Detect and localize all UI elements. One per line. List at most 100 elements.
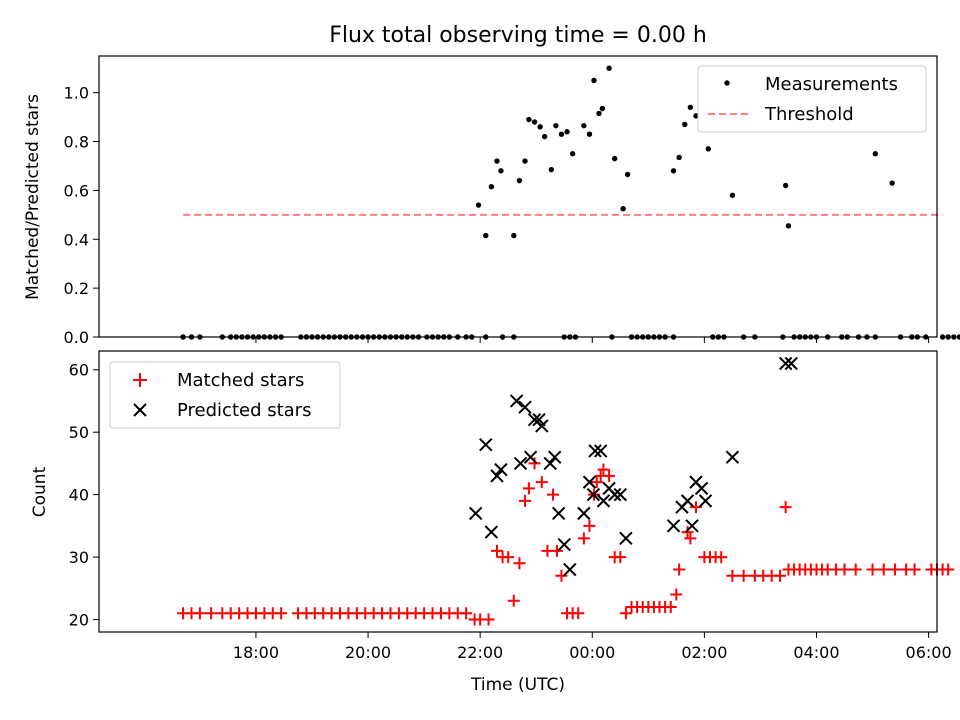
matched-star-point bbox=[877, 563, 890, 576]
matched-star-point bbox=[664, 601, 677, 614]
x-tick-label: 00:00 bbox=[569, 643, 615, 662]
predicted-star-point bbox=[479, 437, 493, 452]
top-y-tick-label: 0.0 bbox=[64, 328, 89, 347]
predicted-star-point bbox=[535, 419, 549, 433]
matched-star-point bbox=[619, 607, 632, 620]
measurement-point bbox=[516, 177, 523, 184]
measurement-point bbox=[729, 192, 736, 198]
matched-star-point bbox=[572, 607, 585, 620]
measurement-point bbox=[531, 119, 538, 125]
matched-star-point bbox=[888, 563, 901, 576]
measurement-point bbox=[687, 104, 694, 111]
legend-matched-label: Matched stars bbox=[177, 370, 304, 391]
matched-star-point bbox=[726, 569, 739, 582]
matched-star-point bbox=[590, 476, 603, 489]
measurement-point bbox=[676, 154, 682, 161]
measurement-point bbox=[611, 155, 618, 162]
legend-measurements-label: Measurements bbox=[765, 74, 898, 95]
bottom-legend-frame bbox=[109, 361, 341, 429]
bottom-y-axis-label: Count bbox=[30, 466, 50, 517]
matched-star-point bbox=[193, 607, 206, 620]
matched-star-point bbox=[583, 519, 596, 532]
predicted-star-point bbox=[586, 487, 601, 502]
measurement-point bbox=[596, 110, 602, 117]
bottom-panel: 20 30 40 50 60 18:00 20:00 22:00 00:00 02:00 04:0… bbox=[30, 350, 955, 695]
matched-star-point bbox=[849, 563, 862, 576]
predicted-star-point bbox=[551, 506, 566, 521]
predicted-star-point bbox=[513, 456, 528, 471]
predicted-star-point bbox=[593, 444, 608, 458]
top-y-axis-label: Matched/Predicted stars bbox=[23, 94, 43, 300]
measurement-point bbox=[956, 334, 960, 340]
predicted-star-point bbox=[596, 494, 611, 508]
measurement-point bbox=[951, 334, 957, 340]
measurement-point bbox=[586, 131, 593, 137]
predicted-star-point bbox=[518, 400, 532, 414]
matched-star-point bbox=[779, 501, 792, 514]
matched-star-point bbox=[908, 563, 921, 576]
top-panel: 0.0 0.2 0.4 0.6 0.8 1.0 Matched/Predicted sta… bbox=[23, 55, 960, 347]
measurement-point bbox=[494, 158, 500, 164]
matched-star-point bbox=[502, 551, 515, 564]
top-axes-frame bbox=[98, 55, 938, 338]
matched-star-point bbox=[715, 551, 728, 564]
predicted-star-point bbox=[509, 394, 524, 408]
predicted-star-point bbox=[490, 469, 504, 483]
matched-star-point bbox=[614, 551, 627, 564]
bottom-y-tick-label: 30 bbox=[69, 548, 89, 567]
matched-star-point bbox=[507, 594, 520, 607]
predicted-star-point bbox=[685, 519, 699, 533]
measurement-point bbox=[511, 232, 517, 239]
predicted-star-point bbox=[523, 450, 538, 464]
predicted-star-point bbox=[484, 525, 499, 539]
matched-star-point bbox=[866, 563, 879, 576]
measurement-point bbox=[945, 334, 951, 340]
matched-star-point bbox=[547, 488, 560, 501]
predicted-star-point bbox=[725, 450, 740, 464]
bottom-y-tick-label: 20 bbox=[69, 611, 89, 630]
x-tick-label: 06:00 bbox=[906, 643, 952, 662]
matched-star-point bbox=[942, 563, 955, 576]
matched-star-point bbox=[603, 469, 616, 482]
top-legend: Measurements Threshold bbox=[697, 65, 927, 133]
measurement-point bbox=[569, 151, 576, 157]
predicted-star-point bbox=[577, 506, 591, 521]
predicted-star-point bbox=[619, 531, 633, 546]
predicted-star-point bbox=[548, 450, 562, 464]
matched-star-point bbox=[482, 613, 495, 626]
predicted-star-point bbox=[468, 506, 483, 521]
matched-star-point bbox=[535, 476, 548, 489]
matched-star-point bbox=[597, 463, 610, 476]
measurement-point bbox=[553, 122, 559, 129]
matched-star-point bbox=[513, 557, 526, 570]
measurement-point bbox=[488, 184, 495, 190]
measurement-point bbox=[537, 124, 543, 130]
measurement-point bbox=[498, 168, 504, 174]
matched-star-point bbox=[528, 457, 541, 470]
bottom-axes-frame bbox=[98, 350, 938, 633]
measurement-point bbox=[624, 171, 631, 178]
matched-star-point bbox=[522, 482, 535, 495]
matched-star-point bbox=[577, 532, 590, 545]
measurement-point bbox=[591, 77, 597, 84]
matched-star-point bbox=[555, 569, 568, 582]
x-axis-label: Time (UTC) bbox=[470, 675, 565, 695]
measurement-point bbox=[581, 122, 587, 129]
matched-star-point bbox=[774, 569, 787, 582]
predicted-star-point bbox=[784, 356, 798, 371]
matched-star-point bbox=[490, 544, 503, 557]
predicted-star-point bbox=[582, 475, 597, 489]
measurement-point bbox=[541, 133, 548, 140]
measurement-point bbox=[785, 223, 792, 229]
top-y-tick-label: 0.8 bbox=[64, 133, 89, 152]
matched-star-point bbox=[838, 563, 851, 576]
top-legend-frame bbox=[697, 65, 927, 133]
predicted-star-point bbox=[494, 462, 508, 477]
bottom-y-tick-label: 40 bbox=[69, 486, 89, 505]
measurement-point bbox=[606, 65, 612, 71]
measurement-point bbox=[670, 168, 677, 174]
matched-star-point bbox=[519, 494, 532, 507]
x-tick-label: 04:00 bbox=[793, 643, 839, 662]
matched-star-point bbox=[681, 526, 694, 539]
